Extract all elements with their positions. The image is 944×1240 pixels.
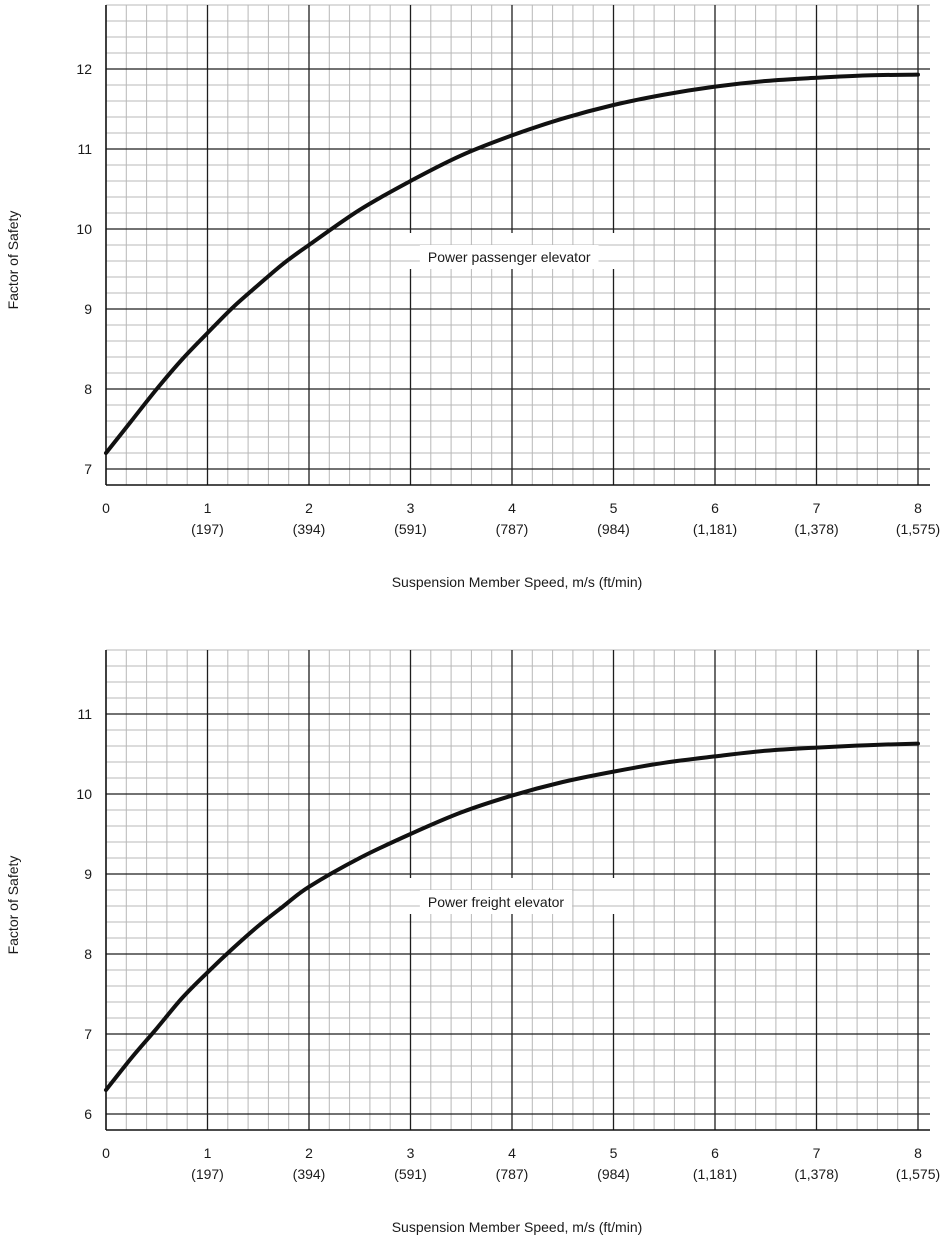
x-tick-secondary-label: (1,181) <box>693 521 737 537</box>
x-tick-labels: 0 1 2 3 4 5 6 7 8 <box>102 500 922 516</box>
x-tick-secondary-label: (1,575) <box>896 521 940 537</box>
x-tick-secondary-label: (394) <box>293 521 326 537</box>
x-tick-secondary-label: (984) <box>597 521 630 537</box>
x-tick-label: 1 <box>204 1145 212 1161</box>
axes <box>105 650 930 1131</box>
x-tick-secondary-labels: (197) (394) (591) (787) (984) (1,181) (1,378) (… <box>191 1166 940 1182</box>
curve-annotation: Power passenger elevator <box>428 249 591 265</box>
x-tick-label: 5 <box>610 500 618 516</box>
x-tick-label: 7 <box>813 500 821 516</box>
x-tick-label: 6 <box>711 1145 719 1161</box>
y-tick-label: 10 <box>76 786 92 802</box>
axes <box>105 5 930 486</box>
x-tick-label: 4 <box>508 500 516 516</box>
x-tick-label: 2 <box>305 500 313 516</box>
x-tick-secondary-label: (591) <box>394 1166 427 1182</box>
x-axis-title: Suspension Member Speed, m/s (ft/min) <box>392 1219 643 1235</box>
y-tick-labels: 6 7 8 9 10 11 <box>76 706 92 1122</box>
x-tick-secondary-labels: (197) (394) (591) (787) (984) (1,181) (1,378) (… <box>191 521 940 537</box>
x-tick-label: 2 <box>305 1145 313 1161</box>
y-axis-title: Factor of Safety <box>5 211 21 310</box>
x-tick-secondary-label: (787) <box>496 1166 529 1182</box>
y-tick-label: 7 <box>84 1026 92 1042</box>
y-tick-label: 8 <box>84 381 92 397</box>
x-tick-label: 3 <box>407 500 415 516</box>
x-tick-label: 3 <box>407 1145 415 1161</box>
curve-annotation: Power freight elevator <box>428 894 565 910</box>
data-curve <box>104 741 920 1092</box>
x-tick-secondary-label: (1,575) <box>896 1166 940 1182</box>
x-axis-title: Suspension Member Speed, m/s (ft/min) <box>392 574 643 590</box>
x-tick-secondary-label: (197) <box>191 521 224 537</box>
x-tick-label: 0 <box>102 500 110 516</box>
major-grid <box>106 5 930 485</box>
label-group: Power freight elevator <box>419 890 573 914</box>
y-tick-label: 6 <box>84 1106 92 1122</box>
x-tick-secondary-label: (1,378) <box>794 1166 838 1182</box>
y-tick-label: 8 <box>84 946 92 962</box>
x-tick-label: 8 <box>914 500 922 516</box>
x-tick-label: 4 <box>508 1145 516 1161</box>
y-tick-label: 7 <box>84 461 92 477</box>
x-tick-labels: 0 1 2 3 4 5 6 7 8 <box>102 1145 922 1161</box>
y-tick-label: 11 <box>77 706 92 722</box>
x-tick-secondary-label: (591) <box>394 521 427 537</box>
y-tick-label: 9 <box>84 866 92 882</box>
x-tick-secondary-label: (787) <box>496 521 529 537</box>
x-tick-label: 7 <box>813 1145 821 1161</box>
x-tick-label: 8 <box>914 1145 922 1161</box>
annotation-background <box>419 890 573 914</box>
y-tick-label: 9 <box>84 301 92 317</box>
x-tick-label: 1 <box>204 500 212 516</box>
x-tick-secondary-label: (197) <box>191 1166 224 1182</box>
y-axis-title: Factor of Safety <box>5 856 21 955</box>
freight-elevator-chart: Power freight elevator 0 1 2 3 4 5 6 7 8 (197) (3… <box>5 649 940 1235</box>
x-tick-label: 6 <box>711 500 719 516</box>
y-tick-labels: 7 8 9 10 11 12 <box>76 61 92 477</box>
x-tick-label: 5 <box>610 1145 618 1161</box>
annotation-background <box>419 245 599 269</box>
y-tick-label: 11 <box>77 141 92 157</box>
x-tick-secondary-label: (1,181) <box>693 1166 737 1182</box>
data-curve <box>104 72 920 455</box>
label-group: Power passenger elevator <box>419 245 599 269</box>
x-tick-secondary-label: (1,378) <box>794 521 838 537</box>
x-tick-secondary-label: (984) <box>597 1166 630 1182</box>
x-tick-label: 0 <box>102 1145 110 1161</box>
y-tick-label: 10 <box>76 221 92 237</box>
y-tick-label: 12 <box>76 61 92 77</box>
x-tick-secondary-label: (394) <box>293 1166 326 1182</box>
